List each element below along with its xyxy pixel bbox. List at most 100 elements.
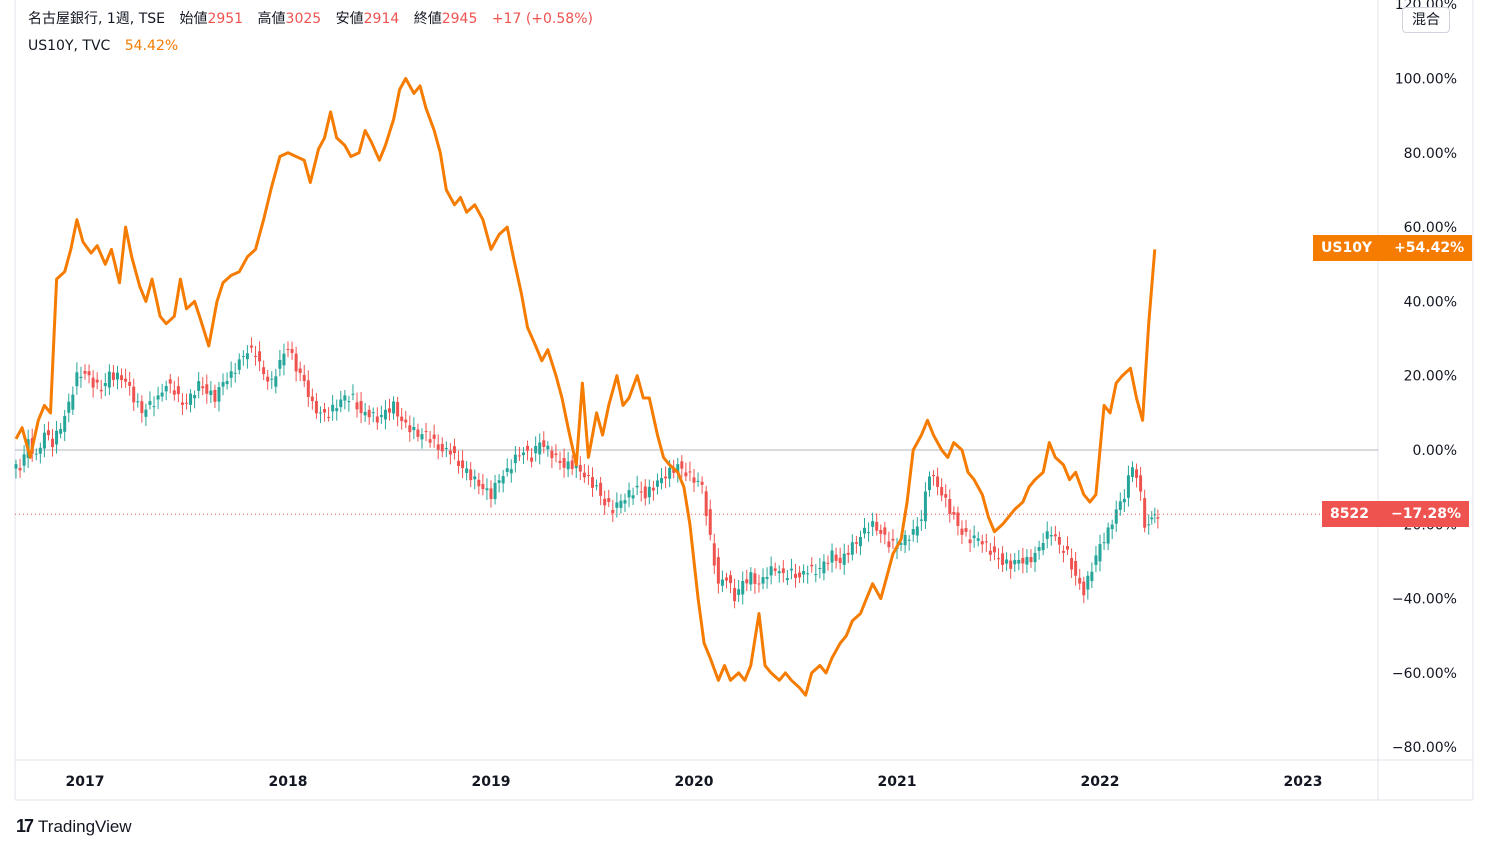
candle-body bbox=[201, 386, 205, 389]
candle-body bbox=[436, 444, 440, 450]
candle-body bbox=[1086, 575, 1090, 590]
candle-body bbox=[842, 553, 846, 565]
tradingview-logo[interactable]: 17 TradingView bbox=[16, 816, 132, 837]
y-tick-label: 20.00% bbox=[1404, 369, 1457, 385]
candle-body bbox=[757, 583, 761, 585]
x-axis[interactable]: 2017 2018 2019 2020 2021 2022 2023 bbox=[66, 774, 1323, 790]
candle-body bbox=[911, 529, 915, 535]
candle-body bbox=[1143, 498, 1147, 528]
candle-body bbox=[818, 567, 822, 569]
candle-body bbox=[651, 487, 655, 491]
candle-body bbox=[388, 408, 391, 413]
candle-body bbox=[538, 442, 542, 455]
candle-body bbox=[180, 402, 184, 405]
candle-body bbox=[919, 519, 923, 521]
candle-body bbox=[497, 480, 501, 483]
candle-body bbox=[964, 528, 968, 532]
candle-body bbox=[1153, 514, 1157, 516]
legend-low-value: 2914 bbox=[363, 11, 400, 27]
tradingview-brand-text: TradingView bbox=[38, 817, 132, 836]
candle-body bbox=[1061, 550, 1065, 553]
candle-body bbox=[1078, 577, 1082, 584]
candle-body bbox=[87, 371, 91, 376]
candle-body bbox=[34, 453, 38, 455]
candle-body bbox=[1135, 469, 1139, 478]
candle-body bbox=[562, 458, 566, 468]
candle-body bbox=[343, 395, 347, 401]
candle-body bbox=[940, 486, 944, 496]
candle-body bbox=[534, 445, 538, 454]
candle-body bbox=[1001, 553, 1005, 565]
plot-area[interactable] bbox=[14, 77, 1378, 697]
legend-compare-value: 54.42% bbox=[124, 38, 179, 54]
candle-body bbox=[867, 532, 871, 534]
candle-body bbox=[14, 464, 18, 469]
candle-body bbox=[1029, 557, 1033, 563]
y-tick-label: 0.00% bbox=[1413, 443, 1457, 459]
candle-body bbox=[737, 589, 741, 595]
x-tick-label: 2019 bbox=[472, 774, 511, 790]
candle-body bbox=[1130, 467, 1134, 477]
candle-body bbox=[850, 542, 854, 555]
candle-body bbox=[404, 419, 408, 423]
candle-body bbox=[968, 539, 972, 544]
candle-body bbox=[546, 445, 550, 450]
candle-body bbox=[570, 460, 574, 469]
candle-body bbox=[241, 356, 245, 358]
candle-body bbox=[83, 371, 87, 374]
candle-body bbox=[38, 447, 42, 454]
candle-body bbox=[59, 429, 63, 434]
candle-body bbox=[408, 425, 412, 433]
candle-body bbox=[1110, 524, 1114, 530]
candle-body bbox=[566, 461, 570, 470]
candle-body bbox=[481, 483, 485, 490]
candle-body bbox=[245, 353, 249, 360]
candle-body bbox=[802, 570, 806, 575]
candle-body bbox=[444, 448, 448, 450]
candle-body bbox=[400, 416, 404, 422]
candle-body bbox=[1106, 527, 1110, 544]
candle-body bbox=[700, 481, 704, 485]
candle-body bbox=[875, 521, 879, 531]
candle-body bbox=[103, 383, 107, 387]
candle-body bbox=[1033, 552, 1037, 563]
main-price-tag: 8522 −17.28% bbox=[1322, 501, 1470, 527]
candle-body bbox=[838, 557, 842, 564]
candle-body bbox=[18, 467, 22, 471]
candle-body bbox=[383, 409, 387, 420]
candle-body bbox=[1017, 560, 1021, 564]
candle-body bbox=[623, 500, 627, 504]
candle-body bbox=[741, 580, 745, 595]
candle-body bbox=[976, 538, 980, 541]
candle-body bbox=[310, 396, 314, 402]
candle-body bbox=[814, 574, 818, 576]
candle-body bbox=[144, 409, 148, 417]
candle-body bbox=[505, 468, 509, 473]
candle-body bbox=[607, 498, 611, 502]
candle-body bbox=[696, 480, 700, 482]
candle-body bbox=[185, 402, 188, 404]
candle-body bbox=[1049, 535, 1053, 537]
candle-body bbox=[984, 541, 988, 543]
scale-mode-button[interactable]: 混合 bbox=[1402, 7, 1450, 33]
candle-body bbox=[863, 527, 867, 534]
legend-open-label: 始値 bbox=[179, 11, 208, 27]
candle-body bbox=[745, 579, 749, 584]
y-axis[interactable]: 120.00%100.00%80.00%60.00%40.00%20.00%0.… bbox=[1392, 0, 1457, 756]
y-tick-label: 40.00% bbox=[1404, 294, 1457, 310]
candle-body bbox=[416, 429, 420, 437]
us10y-price-tag: US10Y +54.42% bbox=[1313, 235, 1473, 261]
candle-body bbox=[1045, 531, 1049, 539]
candle-body bbox=[708, 509, 712, 535]
candle-body bbox=[298, 368, 302, 374]
candle-body bbox=[997, 558, 1000, 560]
candle-body bbox=[1013, 560, 1017, 565]
candle-body bbox=[290, 349, 294, 353]
candle-body bbox=[359, 400, 363, 414]
x-tick-label: 2021 bbox=[878, 774, 917, 790]
x-tick-label: 2018 bbox=[269, 774, 308, 790]
candle-body bbox=[684, 472, 688, 477]
candle-body bbox=[254, 355, 258, 357]
candle-body bbox=[578, 464, 582, 472]
